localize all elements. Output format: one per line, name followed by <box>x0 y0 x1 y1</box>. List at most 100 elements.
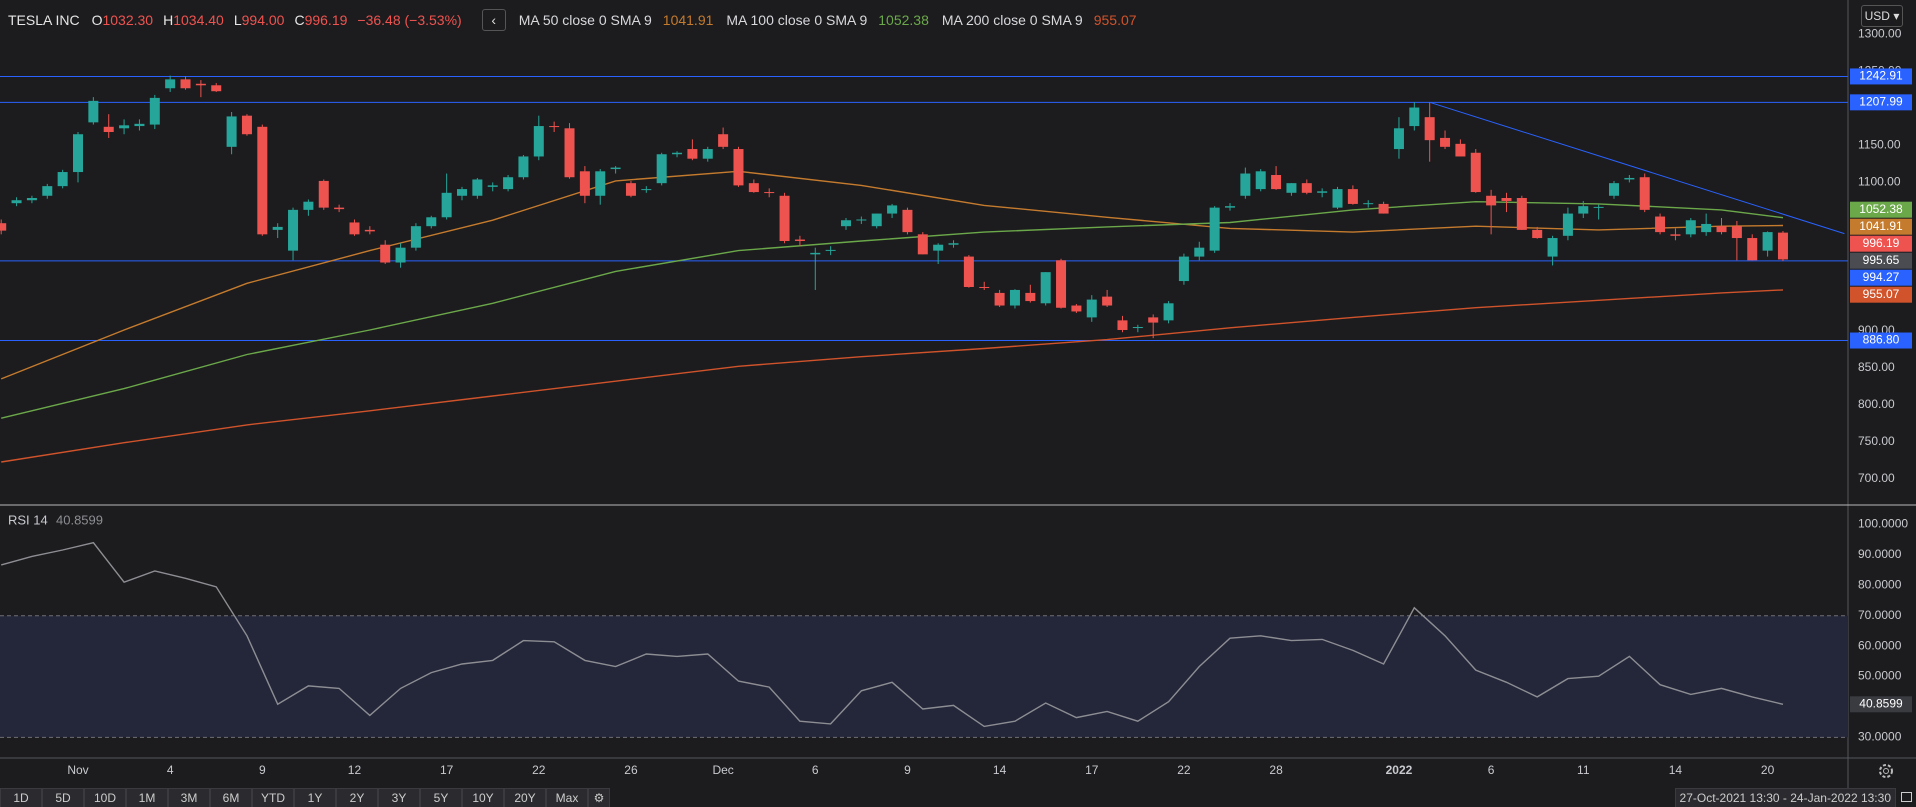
rsi-value: 40.8599 <box>56 512 103 527</box>
collapse-button[interactable]: ‹ <box>481 9 506 31</box>
settings-button[interactable]: ⚙ <box>588 788 610 807</box>
range-button[interactable]: 10Y <box>462 788 504 807</box>
rsi-tick-label: 70.0000 <box>1858 608 1902 622</box>
candle-body <box>917 234 928 255</box>
candle-body <box>1378 203 1389 214</box>
badge-label: 996.19 <box>1863 236 1900 250</box>
price-badge <box>1850 286 1912 303</box>
range-label: 1Y <box>307 791 323 805</box>
candle-body <box>1547 238 1558 257</box>
badge-label: 886.80 <box>1863 333 1900 347</box>
rsi-tick-label: 50.0000 <box>1858 669 1902 683</box>
candle-body <box>1240 173 1251 196</box>
candle-body <box>1117 320 1128 330</box>
candle-body <box>241 115 252 135</box>
range-button[interactable]: 1Y <box>294 788 336 807</box>
price-badge <box>1850 94 1912 111</box>
range-label: 5D <box>55 791 71 805</box>
x-tick-label: 14 <box>1669 763 1683 777</box>
currency-select[interactable]: USD ▾ <box>1861 5 1903 27</box>
candle-body <box>1363 203 1374 205</box>
candle-body <box>1163 303 1174 321</box>
range-button[interactable]: 6M <box>210 788 252 807</box>
candle-body <box>1701 223 1712 233</box>
range-button[interactable]: 1M <box>126 788 168 807</box>
settings-icon[interactable] <box>1879 764 1893 778</box>
range-button[interactable]: 3Y <box>378 788 420 807</box>
badge-label: 994.27 <box>1863 270 1900 284</box>
range-button[interactable]: 20Y <box>504 788 546 807</box>
badge-label: 1041.91 <box>1859 219 1903 233</box>
range-label: 20Y <box>514 791 536 805</box>
range-label: 5Y <box>433 791 449 805</box>
candle-body <box>318 180 329 208</box>
rsi-tick-label: 90.0000 <box>1858 547 1902 561</box>
candle-body <box>1486 195 1497 206</box>
change: −36.48 (−3.53%) <box>357 12 462 28</box>
candle-body <box>1532 229 1543 239</box>
range-label: 3Y <box>391 791 407 805</box>
candle-body <box>457 189 467 196</box>
range-button[interactable]: 5Y <box>420 788 462 807</box>
candle-body <box>426 217 437 227</box>
price-badge <box>1850 252 1912 269</box>
candle-body <box>103 126 114 132</box>
ohlc-label: O <box>91 12 103 28</box>
chart: RSI 14 40.8599 700.00 750.00 800.00 850.00 9… <box>0 0 1916 788</box>
price-badge <box>1850 269 1912 286</box>
candle-body <box>764 192 775 194</box>
candle-body <box>610 167 621 170</box>
candle-body <box>887 205 898 214</box>
ma-name: MA 50 close 0 SMA 9 <box>518 12 652 28</box>
candle-body <box>656 154 667 184</box>
range-label: 10D <box>93 791 116 805</box>
x-tick-label: 6 <box>1488 763 1495 777</box>
price-badge <box>1850 201 1912 218</box>
candle-body <box>1440 137 1451 147</box>
rsi-tick-label: 30.0000 <box>1858 729 1902 743</box>
y-tick-label: 700.00 <box>1858 471 1895 485</box>
candle-body <box>1470 152 1481 193</box>
date-range[interactable]: 27-Oct-2021 13:30 - 24-Jan-2022 13:30 <box>1674 788 1896 807</box>
candle-body <box>195 83 206 86</box>
y-tick-label: 1150.00 <box>1858 138 1901 152</box>
x-tick-label: 14 <box>993 763 1007 777</box>
candle-body <box>794 239 805 242</box>
candle-body <box>395 247 406 263</box>
candle-body <box>1716 226 1727 233</box>
candle-body <box>963 256 974 287</box>
candle-body <box>1562 213 1573 236</box>
ma-name: MA 100 close 0 SMA 9 <box>726 12 868 28</box>
candle-body <box>994 292 1005 306</box>
ohlc-value: 1034.40 <box>173 12 224 28</box>
candle-body <box>1455 143 1466 157</box>
candle-body <box>1009 289 1020 306</box>
candle-body <box>1317 191 1328 193</box>
candle-body <box>518 156 529 178</box>
range-button[interactable]: 2Y <box>336 788 378 807</box>
badge-label: 40.8599 <box>1859 696 1903 710</box>
candle-body <box>718 134 729 147</box>
ma-name: MA 200 close 0 SMA 9 <box>941 12 1083 28</box>
range-button[interactable]: 10D <box>84 788 126 807</box>
candle-body <box>119 125 130 129</box>
range-button[interactable]: 3M <box>168 788 210 807</box>
x-tick-label: 22 <box>1177 763 1191 777</box>
range-button[interactable]: YTD <box>252 788 294 807</box>
calendar-icon[interactable] <box>1901 792 1912 802</box>
range-button[interactable]: Max <box>546 788 588 807</box>
rsi-band <box>0 615 1848 738</box>
x-tick-label: 28 <box>1269 763 1283 777</box>
candle-body <box>272 226 283 230</box>
moving-average <box>1 289 1784 463</box>
x-tick-label: 26 <box>624 763 638 777</box>
range-button[interactable]: 5D <box>42 788 84 807</box>
candle-body <box>1424 117 1435 141</box>
candle-body <box>1271 175 1282 190</box>
candle-body <box>1086 299 1097 318</box>
candle-body <box>226 116 237 147</box>
candle-body <box>1409 107 1420 127</box>
range-button[interactable]: 1D <box>0 788 42 807</box>
candle-body <box>1747 238 1758 261</box>
